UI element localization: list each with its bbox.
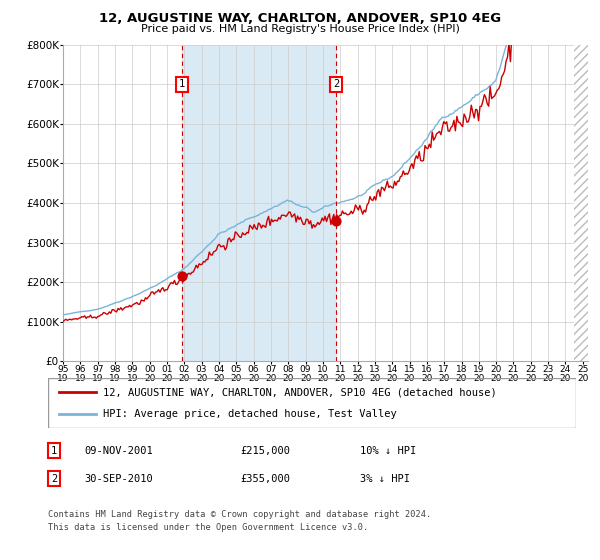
Text: 2: 2 [333, 80, 339, 90]
Text: 10% ↓ HPI: 10% ↓ HPI [360, 446, 416, 456]
Text: 3% ↓ HPI: 3% ↓ HPI [360, 474, 410, 484]
Bar [182, 45, 336, 361]
Text: 12, AUGUSTINE WAY, CHARLTON, ANDOVER, SP10 4EG: 12, AUGUSTINE WAY, CHARLTON, ANDOVER, SP… [99, 12, 501, 25]
Text: This data is licensed under the Open Government Licence v3.0.: This data is licensed under the Open Gov… [48, 523, 368, 532]
Text: HPI: Average price, detached house, Test Valley: HPI: Average price, detached house, Test… [103, 409, 397, 419]
Text: 12, AUGUSTINE WAY, CHARLTON, ANDOVER, SP10 4EG (detached house): 12, AUGUSTINE WAY, CHARLTON, ANDOVER, SP… [103, 387, 497, 397]
Point [177, 272, 187, 281]
Text: 1: 1 [179, 80, 185, 90]
Text: Contains HM Land Registry data © Crown copyright and database right 2024.: Contains HM Land Registry data © Crown c… [48, 510, 431, 519]
Text: £355,000: £355,000 [240, 474, 290, 484]
Bar [574, 45, 588, 361]
Point [331, 216, 341, 225]
Text: 1: 1 [51, 446, 57, 456]
Bar [574, 45, 588, 361]
Text: 2: 2 [51, 474, 57, 484]
Text: 09-NOV-2001: 09-NOV-2001 [84, 446, 153, 456]
Text: £215,000: £215,000 [240, 446, 290, 456]
Text: Price paid vs. HM Land Registry's House Price Index (HPI): Price paid vs. HM Land Registry's House … [140, 24, 460, 34]
Text: 30-SEP-2010: 30-SEP-2010 [84, 474, 153, 484]
